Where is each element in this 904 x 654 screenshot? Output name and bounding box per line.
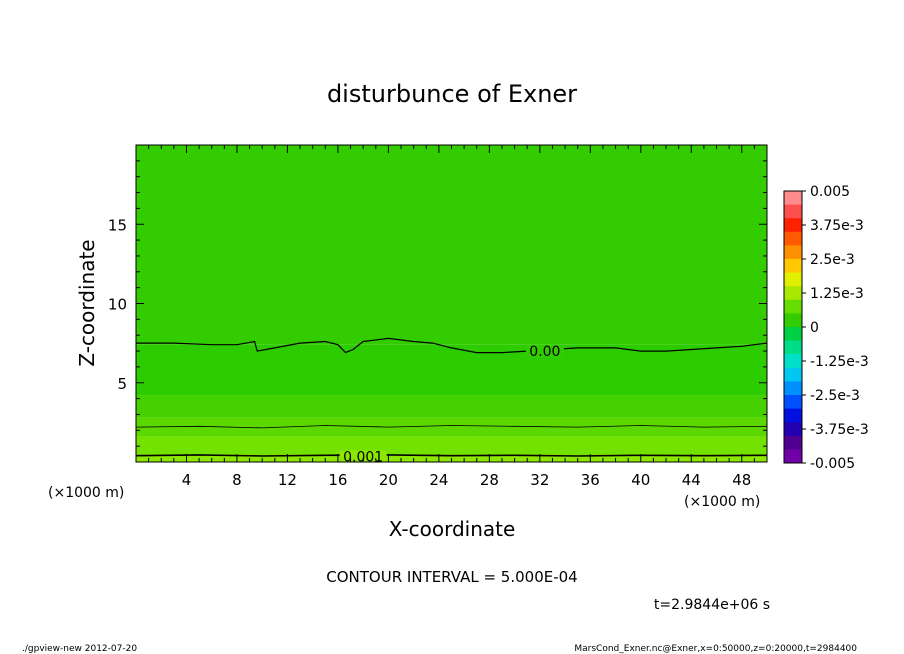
y-axis-label: Z-coordinate — [75, 239, 99, 366]
x-tick-label: 20 — [379, 471, 398, 489]
footer-right: MarsCond_Exner.nc@Exner,x=0:50000,z=0:20… — [574, 644, 857, 654]
shading-band-4 — [136, 344, 767, 396]
x-axis-label: X-coordinate — [389, 517, 516, 541]
colorbar-segment-5 — [784, 259, 802, 274]
shading-bands — [136, 145, 767, 462]
y-tick-label: 15 — [108, 216, 127, 234]
x-unit-label: (×1000 m) — [684, 494, 760, 510]
colorbar-label-2: 2.5e-3 — [810, 252, 855, 268]
x-tick-label: 8 — [232, 471, 242, 489]
colorbar-segment-12 — [784, 354, 802, 369]
colorbar-segment-9 — [784, 313, 802, 328]
shading-band-2 — [136, 417, 767, 437]
colorbar-segment-19 — [784, 449, 802, 464]
y-tick-label: 5 — [117, 375, 127, 393]
contour-lines — [135, 337, 768, 457]
x-tick-label: 36 — [581, 471, 600, 489]
colorbar-segment-6 — [784, 272, 802, 287]
y-tick-label: 10 — [108, 296, 127, 314]
y-axis-ticks: 5 10 15 — [108, 160, 767, 447]
time-label: t=2.9844e+06 s — [654, 597, 770, 613]
colorbar-segment-1 — [784, 204, 802, 219]
x-tick-label: 28 — [480, 471, 499, 489]
colorbar-label-6: -2.5e-3 — [810, 388, 860, 404]
colorbar-segment-4 — [784, 245, 802, 260]
colorbar-segment-17 — [784, 422, 802, 437]
colorbar-segment-8 — [784, 299, 802, 314]
colorbar-label-3: 1.25e-3 — [810, 286, 864, 302]
colorbar-segment-16 — [784, 408, 802, 423]
x-tick-label: 12 — [278, 471, 297, 489]
colorbar-label-8: -0.005 — [810, 456, 855, 472]
colorbar-segment-0 — [784, 191, 802, 206]
x-tick-label: 32 — [530, 471, 549, 489]
y-unit-label: (×1000 m) — [48, 485, 124, 501]
contour-label-1: 0.001 — [343, 449, 383, 465]
chart-title: disturbunce of Exner — [327, 80, 577, 108]
colorbar-label-5: -1.25e-3 — [810, 354, 869, 370]
colorbar-segment-2 — [784, 218, 802, 233]
colorbar-segment-7 — [784, 286, 802, 301]
colorbar — [784, 191, 802, 464]
x-tick-label: 4 — [182, 471, 192, 489]
colorbar-segment-18 — [784, 435, 802, 450]
shading-band-1 — [136, 436, 767, 456]
colorbar-segment-13 — [784, 367, 802, 382]
colorbar-label-0: 0.005 — [810, 184, 850, 200]
colorbar-label-4: 0 — [810, 320, 819, 336]
footer-left: ./gpview-new 2012-07-20 — [22, 644, 137, 654]
x-tick-label: 48 — [732, 471, 751, 489]
x-axis-ticks: 4 8 12 16 20 24 28 32 36 40 44 48 — [148, 145, 755, 489]
x-tick-label: 40 — [631, 471, 650, 489]
colorbar-segment-14 — [784, 381, 802, 396]
lower-contour-line-0 — [135, 425, 768, 429]
x-tick-label: 24 — [429, 471, 448, 489]
contour-label-bg-0 — [525, 345, 564, 358]
contour-label-0: 0.00 — [529, 344, 560, 360]
shading-band-5 — [136, 145, 767, 345]
colorbar-segment-10 — [784, 327, 802, 342]
contour-interval-label: CONTOUR INTERVAL = 5.000E-04 — [326, 568, 577, 586]
contour-label-bg-1 — [339, 450, 387, 463]
contour-labels: 0.00 0.001 — [339, 344, 564, 465]
colorbar-label-1: 3.75e-3 — [810, 218, 864, 234]
x-tick-label: 44 — [682, 471, 701, 489]
colorbar-label-7: -3.75e-3 — [810, 422, 869, 438]
lower-contour-line-1 — [135, 454, 768, 457]
shading-band-3 — [136, 395, 767, 418]
colorbar-segment-15 — [784, 395, 802, 410]
zero-contour-line — [136, 337, 768, 354]
colorbar-segment-11 — [784, 340, 802, 355]
x-tick-label: 16 — [328, 471, 347, 489]
colorbar-segment-3 — [784, 231, 802, 246]
colorbar-labels: 0.005 3.75e-3 2.5e-3 1.25e-3 0 -1.25e-3 -2.5e-… — [802, 184, 869, 472]
